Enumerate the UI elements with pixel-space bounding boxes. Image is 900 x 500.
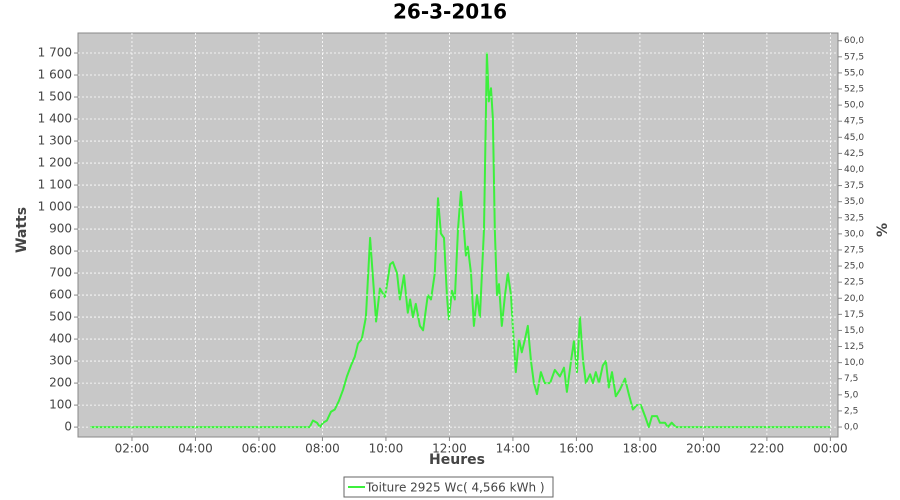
x-tick-label: 22:00 bbox=[750, 442, 785, 456]
x-tick-label: 04:00 bbox=[178, 442, 213, 456]
y2-tick-label: 20,0 bbox=[844, 294, 864, 304]
x-tick-label: 10:00 bbox=[369, 442, 404, 456]
y2-tick-label: 30,0 bbox=[844, 229, 864, 239]
y-tick-label: 1 100 bbox=[38, 178, 72, 192]
series-line bbox=[90, 52, 831, 429]
y-tick-label: 500 bbox=[49, 310, 72, 324]
y2-tick-label: 17,5 bbox=[844, 310, 864, 320]
y-tick-label: 200 bbox=[49, 376, 72, 390]
x-tick-label: 18:00 bbox=[623, 442, 658, 456]
legend-label: Toiture 2925 Wc( 4,566 kWh ) bbox=[365, 481, 545, 495]
y-tick-label: 1 000 bbox=[38, 200, 72, 214]
y2-tick-label: 0,0 bbox=[844, 423, 859, 433]
y2-tick-label: 5,0 bbox=[844, 390, 859, 400]
y2-tick-label: 60,0 bbox=[844, 36, 864, 46]
y-tick-label: 1 300 bbox=[38, 134, 72, 148]
y2-tick-label: 27,5 bbox=[844, 245, 864, 255]
y2-tick-label: 2,5 bbox=[844, 406, 858, 416]
x-tick-label: 14:00 bbox=[496, 442, 531, 456]
legend bbox=[343, 476, 554, 498]
y2-tick-label: 10,0 bbox=[844, 358, 864, 368]
y-tick-label: 1 500 bbox=[38, 90, 72, 104]
y2-tick-label: 47,5 bbox=[844, 117, 864, 127]
y2-tick-label: 42,5 bbox=[844, 149, 864, 159]
y-tick-label: 300 bbox=[49, 354, 72, 368]
y2-tick-label: 40,0 bbox=[844, 165, 864, 175]
y-tick-label: 1 600 bbox=[38, 68, 72, 82]
chart-title: 26-3-2016 bbox=[393, 0, 507, 24]
y-tick-label: 1 400 bbox=[38, 112, 72, 126]
y2-axis-label: % bbox=[875, 223, 891, 237]
x-tick-label: 20:00 bbox=[686, 442, 721, 456]
y2-tick-label: 25,0 bbox=[844, 262, 864, 272]
x-tick-label: 00:00 bbox=[813, 442, 848, 456]
y-tick-label: 1 200 bbox=[38, 156, 72, 170]
y-tick-label: 600 bbox=[49, 288, 72, 302]
y2-tick-label: 7,5 bbox=[844, 374, 858, 384]
y2-tick-label: 32,5 bbox=[844, 213, 864, 223]
y-tick-label: 1 700 bbox=[38, 46, 72, 60]
x-tick-label: 16:00 bbox=[559, 442, 594, 456]
x-tick-label: 08:00 bbox=[305, 442, 340, 456]
y2-tick-label: 22,5 bbox=[844, 278, 864, 288]
y2-tick-label: 57,5 bbox=[844, 52, 864, 62]
y2-tick-label: 45,0 bbox=[844, 133, 864, 143]
y2-tick-label: 37,5 bbox=[844, 181, 864, 191]
y-tick-label: 700 bbox=[49, 266, 72, 280]
y2-tick-label: 12,5 bbox=[844, 342, 864, 352]
y-tick-label: 900 bbox=[49, 222, 72, 236]
x-tick-label: 02:00 bbox=[115, 442, 150, 456]
y2-tick-label: 35,0 bbox=[844, 197, 864, 207]
y2-tick-label: 15,0 bbox=[844, 326, 864, 336]
x-axis-label: Heures bbox=[429, 452, 485, 468]
y-tick-label: 400 bbox=[49, 332, 72, 346]
x-tick-label: 12:00 bbox=[432, 442, 467, 456]
y-tick-label: 800 bbox=[49, 244, 72, 258]
y2-tick-label: 52,5 bbox=[844, 85, 864, 95]
y2-tick-label: 55,0 bbox=[844, 68, 864, 78]
y-axis-label: Watts bbox=[14, 207, 30, 253]
y-tick-label: 0 bbox=[64, 420, 72, 434]
y2-tick-label: 50,0 bbox=[844, 101, 864, 111]
y-tick-label: 100 bbox=[49, 398, 72, 412]
x-tick-label: 06:00 bbox=[242, 442, 277, 456]
